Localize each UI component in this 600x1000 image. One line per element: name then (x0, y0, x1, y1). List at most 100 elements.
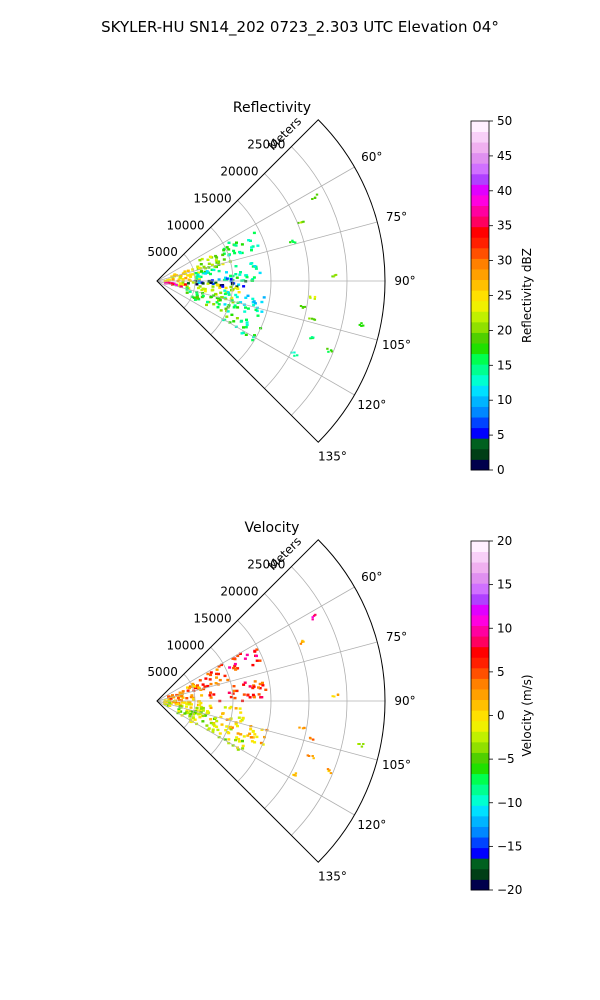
data-cell (232, 685, 236, 688)
data-cell (222, 278, 226, 282)
azimuth-tick-label: 60° (361, 150, 382, 164)
data-cell (195, 290, 199, 294)
data-cell (215, 256, 219, 259)
data-cell (204, 677, 208, 680)
data-cell (252, 303, 256, 307)
data-cell (223, 674, 227, 678)
colorbar-segment (471, 657, 489, 669)
colorbar-tick-label: 20 (497, 534, 512, 548)
azimuth-spoke (156, 641, 378, 702)
panel-title: Reflectivity (233, 100, 311, 116)
data-cell (185, 697, 189, 700)
azimuth-tick-label: 90° (394, 694, 415, 708)
data-cell (222, 258, 226, 261)
data-cell (201, 272, 205, 275)
data-cell (232, 320, 236, 323)
data-cell (188, 686, 192, 690)
data-cell (238, 652, 242, 655)
data-cell (185, 702, 189, 705)
colorbar-segment (471, 184, 489, 196)
data-cell (216, 261, 220, 264)
data-cell (252, 685, 256, 688)
data-cell (198, 716, 202, 719)
data-cell (203, 272, 207, 275)
data-cell (180, 694, 184, 698)
data-cell (242, 326, 245, 329)
data-cell (228, 666, 232, 669)
data-cell (206, 258, 210, 261)
data-point (310, 317, 314, 320)
data-cell (239, 733, 243, 736)
data-cell (239, 301, 243, 304)
data-cell (178, 691, 182, 694)
data-cell (209, 673, 213, 677)
data-cell (163, 699, 167, 702)
radial-tick-label: 20000 (220, 585, 258, 599)
colorbar-segment (471, 646, 489, 658)
colorbar-segment (471, 237, 489, 249)
data-cell (207, 727, 211, 730)
data-point (289, 241, 292, 244)
data-point (294, 774, 297, 777)
azimuth-tick-label: 135° (318, 869, 347, 883)
radial-tick-label: 5000 (147, 665, 178, 679)
data-cell (234, 244, 238, 247)
data-cell (171, 700, 175, 704)
colorbar-segment (471, 667, 489, 679)
data-cell (227, 731, 231, 735)
data-cell (217, 665, 221, 668)
data-cell (200, 257, 204, 261)
colorbar-segment (471, 699, 489, 711)
radial-tick-label: 25000 (247, 138, 285, 152)
data-cell (261, 684, 265, 687)
data-cell (250, 740, 254, 743)
data-cell (243, 310, 247, 313)
data-point (336, 694, 340, 696)
colorbar-segment (471, 858, 489, 870)
colorbar-segment (471, 541, 489, 552)
data-point (313, 197, 317, 199)
data-cell (246, 294, 250, 297)
data-cell (195, 295, 199, 298)
colorbar-segment (471, 385, 489, 397)
data-cell (212, 268, 216, 272)
colorbar-segment (471, 572, 489, 584)
data-cell (213, 265, 217, 268)
data-point (292, 241, 295, 243)
data-cell (217, 672, 220, 676)
data-cell (254, 308, 258, 311)
data-cell (193, 298, 197, 301)
data-cell (209, 272, 212, 276)
data-cell (227, 241, 231, 244)
data-cell (202, 265, 206, 269)
data-cell (171, 278, 175, 281)
data-cell (239, 320, 243, 323)
data-cell (209, 721, 213, 725)
data-cell (231, 301, 235, 304)
data-point (301, 727, 305, 730)
colorbar-segment (471, 615, 489, 627)
data-cell (199, 701, 203, 705)
data-cell (233, 696, 237, 700)
data-cell (185, 285, 189, 288)
data-cell (211, 730, 215, 733)
data-cell (260, 696, 264, 699)
data-cell (186, 274, 190, 277)
colorbar-segment (471, 710, 489, 722)
data-cell (257, 686, 260, 689)
data-cell (251, 265, 255, 268)
data-point (291, 239, 294, 242)
data-cell (206, 710, 210, 714)
data-cell (212, 693, 216, 696)
data-cell (205, 712, 209, 715)
data-cell (185, 705, 188, 708)
data-cell (243, 657, 247, 660)
data-point (331, 695, 334, 698)
data-cell (186, 700, 190, 703)
data-cell (239, 251, 242, 255)
data-cell (258, 659, 262, 662)
colorbar-segment (471, 300, 489, 312)
colorbar-segment (471, 815, 489, 827)
colorbar-segment (471, 879, 489, 891)
